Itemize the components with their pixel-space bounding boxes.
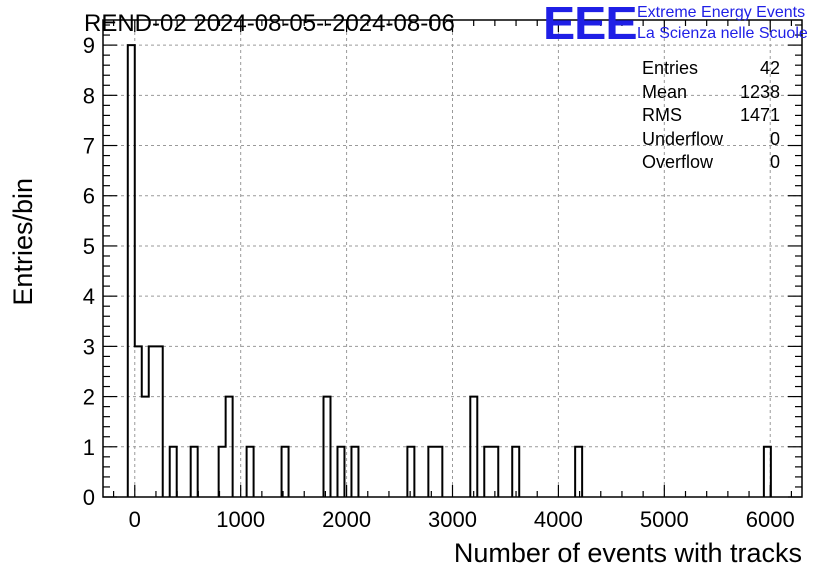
- y-axis-label: Entries/bin: [8, 178, 38, 306]
- y-tick-label: 0: [83, 485, 95, 510]
- x-tick-label: 1000: [216, 507, 265, 532]
- eee-logo: EEE Extreme Energy Events La Scienza nel…: [543, 0, 833, 49]
- y-tick-label: 5: [83, 234, 95, 259]
- x-axis-ticks: 0 1000 2000 3000 4000 5000 6000: [112, 20, 795, 532]
- y-tick-label: 3: [83, 334, 95, 359]
- y-axis-ticks: 0 1 2 3 4 5 6 7 8 9: [83, 24, 802, 510]
- histogram-bin: [575, 447, 582, 497]
- histogram-bin: [149, 346, 156, 497]
- stat-label: RMS: [642, 105, 682, 125]
- stat-value: 0: [769, 152, 780, 172]
- stat-value: 1471: [739, 105, 780, 125]
- y-tick-label: 9: [83, 33, 95, 58]
- y-tick-label: 2: [83, 385, 95, 410]
- stat-row-underflow: Underflow 0: [642, 129, 780, 153]
- x-tick-label: 2000: [322, 507, 371, 532]
- stat-value: 42: [759, 58, 780, 78]
- stat-row-mean: Mean 1238: [642, 82, 780, 106]
- stat-label: Underflow: [642, 128, 724, 149]
- histogram-bin: [247, 447, 254, 497]
- y-tick-label: 8: [83, 83, 95, 108]
- histogram-bin: [191, 447, 198, 497]
- stat-label: Entries: [642, 58, 699, 78]
- histogram-bin: [407, 447, 414, 497]
- logo-line-1: Extreme Energy Events: [637, 4, 806, 21]
- histogram-bin: [484, 447, 491, 497]
- x-tick-label: 0: [129, 507, 141, 532]
- stats-box: Entries 42 Mean 1238 RMS 1471 Underflow …: [642, 58, 780, 176]
- histogram-bin: [491, 447, 498, 497]
- logo-line-2: La Scienza nelle Scuole: [637, 25, 808, 42]
- x-tick-label: 3000: [428, 507, 477, 532]
- x-tick-label: 4000: [534, 507, 583, 532]
- stat-value: 1238: [739, 81, 780, 102]
- x-tick-label: 5000: [640, 507, 689, 532]
- y-tick-label: 1: [83, 435, 95, 460]
- plot-title: REND-02 2024-08-05--2024-08-06: [84, 10, 455, 37]
- stat-value: 0: [769, 128, 780, 149]
- logo-mark: EEE: [543, 0, 638, 49]
- y-tick-label: 4: [83, 284, 95, 309]
- stat-label: Mean: [642, 81, 688, 102]
- histogram-bin: [128, 45, 135, 497]
- stat-row-overflow: Overflow 0: [642, 152, 780, 176]
- histogram-bin: [219, 447, 226, 497]
- stat-label: Overflow: [642, 152, 714, 172]
- y-tick-label: 6: [83, 184, 95, 209]
- histogram-bin: [337, 447, 344, 497]
- grid-lines: [103, 20, 802, 497]
- histogram-bin: [351, 447, 358, 497]
- stat-row-rms: RMS 1471: [642, 105, 780, 129]
- histogram-bin: [435, 447, 442, 497]
- y-tick-label: 7: [83, 134, 95, 159]
- stat-row-entries: Entries 42: [642, 58, 780, 82]
- histogram-bin: [512, 447, 519, 497]
- histogram-outline: [126, 44, 772, 497]
- histogram-bin: [135, 346, 142, 497]
- histogram-bin: [282, 447, 289, 497]
- histogram-bin: [156, 346, 163, 497]
- x-tick-label: 6000: [746, 507, 795, 532]
- histogram-bin: [170, 447, 177, 497]
- x-axis-label: Number of events with tracks: [454, 538, 802, 568]
- histogram-bin: [428, 447, 435, 497]
